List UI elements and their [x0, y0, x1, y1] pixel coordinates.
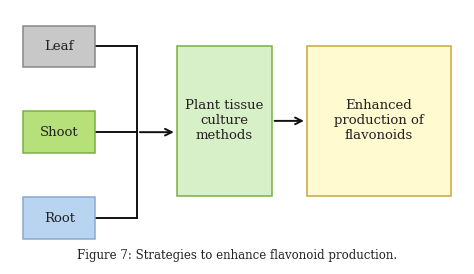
Text: Enhanced
production of
flavonoids: Enhanced production of flavonoids — [334, 99, 424, 142]
FancyBboxPatch shape — [23, 197, 95, 239]
Text: Figure 7: Strategies to enhance flavonoid production.: Figure 7: Strategies to enhance flavonoi… — [77, 249, 397, 262]
Text: Leaf: Leaf — [45, 40, 74, 53]
FancyBboxPatch shape — [23, 25, 95, 67]
FancyBboxPatch shape — [23, 112, 95, 153]
FancyBboxPatch shape — [177, 46, 272, 196]
FancyBboxPatch shape — [307, 46, 451, 196]
Text: Root: Root — [44, 212, 75, 225]
Text: Plant tissue
culture
methods: Plant tissue culture methods — [185, 99, 264, 142]
Text: Shoot: Shoot — [40, 126, 79, 139]
